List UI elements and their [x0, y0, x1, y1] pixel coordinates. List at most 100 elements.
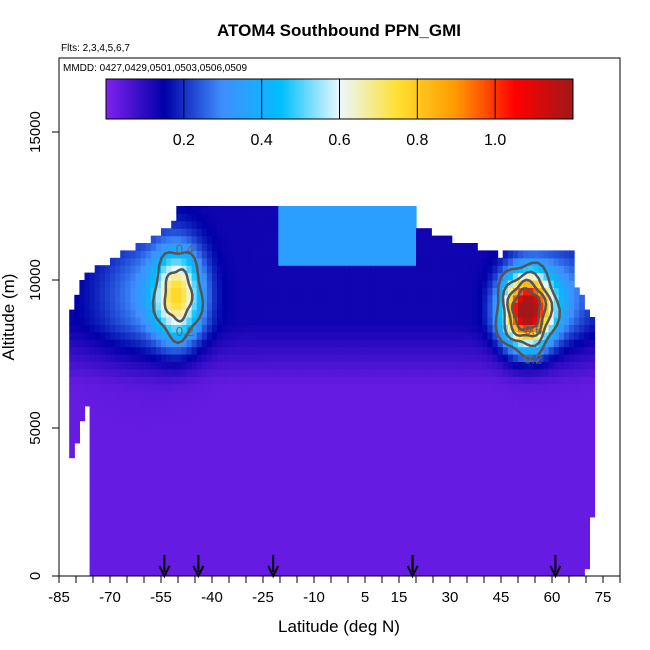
heatmap-cell [395, 265, 402, 274]
heatmap-cell [395, 524, 402, 533]
heatmap-cell [563, 294, 570, 303]
heatmap-cell [334, 420, 341, 429]
heatmap-cell [201, 553, 208, 562]
heatmap-cell [288, 280, 295, 288]
heatmap-cell [436, 287, 443, 296]
heatmap-cell [120, 539, 126, 547]
heatmap-cell [334, 317, 341, 325]
heatmap-cell [268, 516, 274, 525]
heatmap-cell [426, 280, 432, 288]
heatmap-cell [212, 272, 218, 281]
heatmap-cell [171, 346, 177, 355]
heatmap-cell [232, 465, 239, 473]
heatmap-cell [171, 531, 177, 540]
heatmap-cell [329, 383, 335, 392]
heatmap-cell [538, 546, 545, 555]
heatmap-cell [140, 539, 147, 547]
heatmap-cell [125, 502, 131, 510]
heatmap-cell [263, 442, 269, 451]
heatmap-cell [344, 213, 351, 222]
heatmap-cell [477, 361, 483, 370]
heatmap-cell [308, 561, 315, 570]
heatmap-cell [370, 228, 376, 237]
heatmap-cell [130, 531, 137, 540]
heatmap-cell [375, 354, 381, 362]
heatmap-cell [324, 309, 330, 318]
heatmap-cell [308, 280, 315, 288]
heatmap-cell [222, 553, 228, 562]
heatmap-cell [191, 561, 198, 570]
heatmap-cell [212, 524, 218, 533]
heatmap-cell [574, 472, 580, 481]
heatmap-cell [293, 472, 300, 481]
heatmap-cell [135, 383, 142, 392]
heatmap-cell [140, 457, 147, 466]
heatmap-cell [482, 472, 488, 481]
heatmap-cell [518, 346, 524, 355]
heatmap-cell [150, 265, 157, 274]
heatmap-cell [553, 317, 560, 325]
heatmap-cell [507, 450, 514, 459]
heatmap-cell [94, 516, 101, 525]
heatmap-cell [273, 524, 279, 533]
heatmap-cell [99, 346, 106, 355]
heatmap-cell [497, 376, 504, 385]
heatmap-cell [334, 324, 341, 333]
heatmap-cell [354, 309, 361, 318]
heatmap-cell [252, 442, 259, 451]
heatmap-cell [314, 265, 320, 274]
heatmap-cell [538, 265, 545, 274]
heatmap-cell [176, 354, 182, 362]
heatmap-cell [237, 302, 244, 311]
heatmap-cell [487, 457, 494, 466]
heatmap-cell [176, 502, 182, 510]
heatmap-cell [563, 280, 570, 288]
heatmap-cell [242, 354, 249, 362]
heatmap-cell [201, 302, 208, 311]
heatmap-cell [181, 206, 188, 214]
heatmap-cell [354, 213, 361, 222]
heatmap-cell [115, 383, 121, 392]
heatmap-cell [212, 568, 218, 576]
heatmap-cell [354, 354, 361, 362]
heatmap-cell [161, 472, 167, 481]
heatmap-cell [130, 516, 137, 525]
heatmap-cell [288, 405, 295, 414]
heatmap-cell [186, 368, 193, 377]
heatmap-cell [329, 405, 335, 414]
heatmap-cell [574, 346, 580, 355]
heatmap-cell [334, 450, 341, 459]
heatmap-cell [89, 383, 96, 392]
heatmap-cell [472, 368, 478, 377]
heatmap-cell [390, 509, 397, 518]
heatmap-cell [120, 398, 126, 407]
heatmap-cell [293, 450, 300, 459]
heatmap-cell [584, 324, 590, 333]
heatmap-cell [125, 331, 131, 340]
heatmap-cell [563, 442, 570, 451]
heatmap-cell [487, 250, 494, 259]
heatmap-cell [201, 465, 208, 473]
heatmap-cell [217, 561, 223, 570]
heatmap-cell [533, 487, 539, 496]
heatmap-cell [74, 294, 80, 303]
heatmap-cell [232, 502, 239, 510]
heatmap-cell [186, 235, 193, 244]
heatmap-cell [130, 405, 137, 414]
heatmap-cell [303, 509, 310, 518]
heatmap-cell [110, 354, 116, 362]
heatmap-cell [359, 524, 366, 533]
heatmap-cell [99, 539, 106, 547]
heatmap-cell [553, 561, 560, 570]
heatmap-cell [558, 376, 565, 385]
heatmap-cell [263, 561, 269, 570]
heatmap-cell [324, 368, 330, 377]
heatmap-cell [426, 324, 432, 333]
heatmap-cell [431, 472, 437, 481]
heatmap-cell [232, 561, 239, 570]
heatmap-cell [69, 435, 75, 444]
heatmap-cell [237, 257, 244, 266]
heatmap-cell [416, 331, 422, 340]
heatmap-cell [339, 502, 346, 510]
